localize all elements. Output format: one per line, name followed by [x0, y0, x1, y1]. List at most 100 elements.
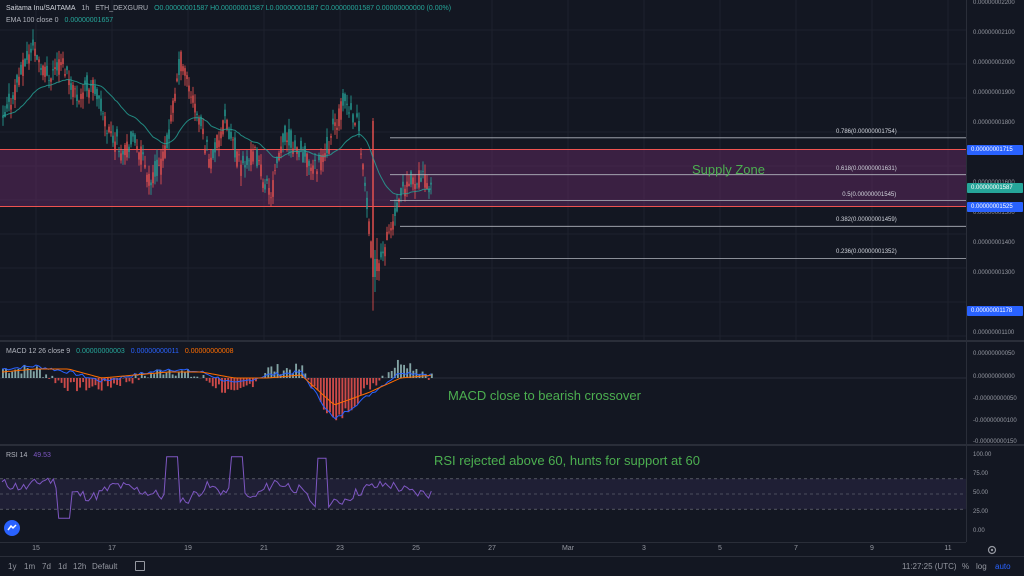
- price-tick: 0.00000001400: [973, 240, 1015, 246]
- candle-body: [30, 48, 32, 53]
- macd-histogram-bar: [224, 378, 227, 393]
- date-range-icon[interactable]: [135, 561, 145, 571]
- macd-histogram-bar: [119, 378, 122, 386]
- candle-body: [416, 183, 418, 185]
- rsi-tick: 0.00: [973, 528, 985, 534]
- macd-histogram-bar: [375, 378, 378, 386]
- candle-body: [120, 153, 122, 161]
- macd-histogram-bar: [205, 378, 208, 381]
- log-toggle[interactable]: log: [976, 562, 987, 571]
- candle-body: [208, 159, 210, 168]
- candle-body: [200, 116, 202, 127]
- candle-body: [66, 66, 68, 71]
- macd-histogram-bar: [63, 378, 66, 388]
- candle-body: [394, 208, 396, 217]
- percent-toggle[interactable]: %: [962, 562, 970, 571]
- candle-body: [176, 78, 178, 82]
- price-badge[interactable]: 0.00000001178: [967, 305, 1023, 316]
- price-tick: 0.00000002000: [973, 60, 1015, 66]
- candle-body: [34, 48, 36, 56]
- candle-body: [198, 118, 200, 125]
- macd-histogram-bar: [23, 364, 26, 378]
- time-axis[interactable]: 15 17 19 21 23 25 27 Mar 3 5 7 9 11: [0, 542, 966, 556]
- pane-separator[interactable]: [0, 444, 1024, 446]
- candle-body: [86, 75, 88, 91]
- macd-histogram-bar: [125, 378, 128, 383]
- rsi-tick: 100.00: [973, 452, 992, 458]
- candle-body: [162, 151, 164, 161]
- candle-body: [244, 165, 246, 168]
- range-7d[interactable]: 7d: [42, 562, 51, 571]
- symbol-name[interactable]: Saitama Inu/SAITAMA: [6, 5, 76, 12]
- macd-histogram-bar: [174, 375, 177, 378]
- macd-histogram-bar: [387, 372, 390, 378]
- candle-body: [282, 133, 284, 143]
- tradingview-logo-icon[interactable]: [4, 520, 20, 536]
- macd-tick: 0.00000000000: [973, 374, 1015, 380]
- candle-body: [340, 101, 342, 120]
- candle-body: [94, 85, 96, 95]
- macd-histogram-bar: [214, 378, 217, 389]
- candle-body: [376, 259, 378, 271]
- candle-body: [430, 182, 432, 185]
- candle-body: [372, 121, 374, 277]
- candle-body: [52, 69, 54, 71]
- macd-histogram-bar: [66, 378, 69, 391]
- macd-histogram-bar: [218, 378, 220, 385]
- rsi-pane[interactable]: RSI 14 49.53 RSI rejected above 60, hunt…: [0, 446, 966, 542]
- pane-separator[interactable]: [0, 340, 1024, 342]
- candle-body: [264, 184, 266, 190]
- price-axis[interactable]: 0.00000002200 0.00000002100 0.00000002000 0…: [966, 0, 1024, 340]
- macd-axis[interactable]: 0.00000000050 0.00000000000 -0.00000000050…: [966, 342, 1024, 445]
- price-pane[interactable]: Saitama Inu/SAITAMA 1h ETH_DEXGURU O0.00…: [0, 0, 966, 340]
- rsi-axis[interactable]: 100.00 75.00 50.00 25.00 0.00: [966, 446, 1024, 542]
- range-1d[interactable]: 1d: [58, 562, 67, 571]
- range-12h[interactable]: 12h: [73, 562, 87, 571]
- candle-body: [382, 251, 384, 254]
- candle-body: [150, 182, 152, 186]
- macd-histogram-bar: [350, 378, 353, 411]
- utc-clock[interactable]: 11:27:25 (UTC): [902, 562, 957, 571]
- ema-label: EMA 100 close 0: [6, 17, 59, 24]
- price-badge[interactable]: 0.00000001525: [967, 201, 1023, 212]
- candle-body: [8, 93, 10, 102]
- price-tick: 0.00000001500: [973, 210, 1015, 216]
- settings-gear-icon[interactable]: [986, 543, 1000, 555]
- candle-body: [324, 153, 326, 158]
- fib-level-label: 0.618(0.00000001631): [836, 165, 897, 172]
- candle-body: [60, 62, 62, 66]
- candle-body: [220, 131, 222, 139]
- macd-histogram-bar: [26, 368, 29, 378]
- macd-signal-line: [1, 368, 431, 406]
- candle-body: [122, 150, 124, 155]
- candle-body: [288, 129, 290, 146]
- candle-body: [80, 93, 82, 99]
- price-badge[interactable]: 0.00000001715: [967, 144, 1023, 155]
- candle-body: [130, 131, 132, 145]
- macd-histogram-bar: [171, 374, 174, 378]
- ema-legend[interactable]: EMA 100 close 0 0.00000001657: [6, 17, 117, 24]
- time-tick: 15: [32, 545, 40, 552]
- candle-body: [126, 141, 128, 158]
- macd-histogram-bar: [227, 378, 230, 390]
- macd-pane[interactable]: MACD 12 26 close 9 0.00000000003 0.00000…: [0, 342, 966, 444]
- range-1m[interactable]: 1m: [24, 562, 36, 571]
- price-chart-svg[interactable]: [0, 0, 966, 340]
- auto-toggle[interactable]: auto: [995, 562, 1011, 571]
- candle-body: [100, 98, 102, 112]
- time-tick: 3: [642, 545, 646, 552]
- candle-body: [378, 263, 380, 272]
- rsi-value: 49.53: [33, 452, 51, 459]
- macd-histogram-bar: [5, 368, 7, 378]
- candle-body: [368, 221, 370, 234]
- candle-body: [136, 146, 138, 150]
- candle-body: [232, 139, 234, 141]
- time-tick: 21: [260, 545, 268, 552]
- macd-histogram-bar: [42, 377, 44, 378]
- range-1y[interactable]: 1y: [8, 562, 17, 571]
- price-badge[interactable]: 0.00000001587: [967, 182, 1023, 193]
- macd-histogram-bar: [14, 369, 17, 378]
- range-default[interactable]: Default: [92, 562, 118, 571]
- candle-body: [140, 146, 142, 165]
- candle-body: [72, 85, 74, 98]
